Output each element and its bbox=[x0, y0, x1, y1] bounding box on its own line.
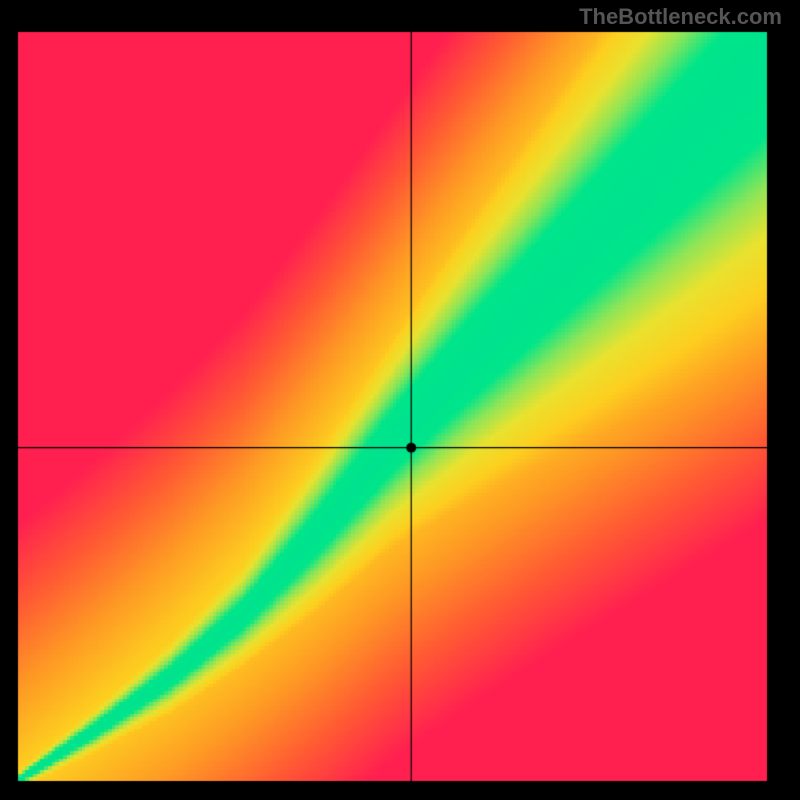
bottleneck-heatmap bbox=[0, 0, 800, 800]
chart-container: TheBottleneck.com bbox=[0, 0, 800, 800]
watermark-label: TheBottleneck.com bbox=[579, 4, 782, 30]
